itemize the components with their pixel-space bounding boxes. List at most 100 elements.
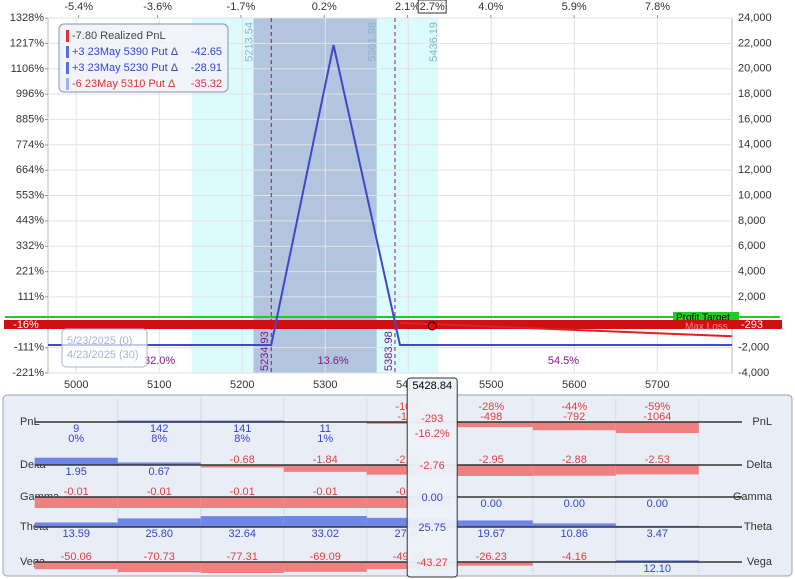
x2-tick-label: -3.6% <box>143 1 172 13</box>
greek-pct: 0% <box>68 433 84 445</box>
greek-bar <box>283 465 367 472</box>
greek-bar <box>117 497 201 508</box>
position-text[interactable]: +3 23May 5230 Put Δ <box>72 62 179 74</box>
probability-label: 54.5% <box>548 355 579 367</box>
greek-value: -2.53 <box>645 454 670 466</box>
greek-value: -792 <box>563 411 585 423</box>
x2-tick-label: 5.9% <box>562 1 587 13</box>
y-tick-label: 4,000 <box>738 265 766 277</box>
greek-pct: 8% <box>151 433 167 445</box>
max-loss-label: Max Loss <box>685 322 728 333</box>
series-legend-entry[interactable]: 5/23/2025 (0) <box>67 335 132 347</box>
y-tick-label: 14,000 <box>738 139 772 151</box>
greek-value: 25.80 <box>145 528 173 540</box>
greek-bar <box>34 497 118 508</box>
greek-value: -0.01 <box>64 486 89 498</box>
greek-value: -0.01 <box>313 486 338 498</box>
greek-value: 141 <box>233 423 251 435</box>
x-tick-label: 5300 <box>313 379 337 391</box>
y-tick-label: 24,000 <box>738 12 772 24</box>
y-tick-label: 8,000 <box>738 215 766 227</box>
position-text[interactable]: -6 23May 5310 Put Δ <box>72 78 176 90</box>
greek-value: 9 <box>73 423 79 435</box>
y2-tick-label: 111% <box>17 291 44 303</box>
greek-bar <box>200 516 284 527</box>
greek-pct: 8% <box>234 433 250 445</box>
x2-tick-label: 0.2% <box>312 1 337 13</box>
current-price-marker <box>427 321 437 331</box>
y-tick-label: 6,000 <box>738 240 766 252</box>
y2-tick-label: 332% <box>16 240 44 252</box>
current-column <box>406 377 458 578</box>
greek-bar <box>615 422 699 433</box>
greek-value: -1.84 <box>313 454 338 466</box>
y2-tick-label: 996% <box>16 88 44 100</box>
payoff-line <box>399 321 733 338</box>
current-pnl-pct: -16% <box>13 319 39 331</box>
row-label: Theta <box>744 521 773 533</box>
greek-bar <box>283 516 367 527</box>
greek-value: 0.00 <box>564 498 585 510</box>
breakeven-label: 5234.93 <box>259 331 271 371</box>
position-bar <box>66 62 69 74</box>
current-move-box <box>417 0 447 14</box>
y-tick-label: 10,000 <box>738 189 772 201</box>
y2-tick-label: -221% <box>12 367 44 379</box>
payoff-chart: 50005100520053005400550056005700-4,000-2… <box>4 0 782 391</box>
greek-bar <box>200 465 284 468</box>
y2-tick-label: 553% <box>16 190 44 202</box>
greek-value: 32.64 <box>228 528 256 540</box>
greek-bar <box>532 523 616 527</box>
greek-bar <box>532 422 616 431</box>
greek-value: 3.47 <box>647 528 668 540</box>
greek-bar <box>117 462 201 465</box>
greek-value: -1064 <box>643 411 671 423</box>
greek-bar <box>615 465 699 475</box>
x2-tick-label: -1.7% <box>227 1 256 13</box>
series-legend <box>61 328 148 368</box>
series-legend-entry[interactable]: 4/23/2025 (30) <box>67 349 139 361</box>
position-bar <box>66 30 69 42</box>
position-bar <box>66 78 69 90</box>
greek-bar <box>200 562 284 573</box>
x-tick-label: 5600 <box>562 379 586 391</box>
y2-tick-label: -111% <box>14 342 44 354</box>
greek-value: 0.67 <box>149 466 170 478</box>
y-tick-label: -2,000 <box>738 342 769 354</box>
greek-value: 10.86 <box>561 528 589 540</box>
current-greek: -2.76 <box>420 460 445 472</box>
position-text[interactable]: +3 23May 5390 Put Δ <box>72 46 179 58</box>
greek-value: 12.10 <box>644 563 672 575</box>
greek-pct: -28% <box>478 401 504 413</box>
y-tick-label: 2,000 <box>738 291 766 303</box>
greek-value: -2.95 <box>479 454 504 466</box>
row-label: Delta <box>746 459 773 471</box>
level-label: 5213.54 <box>243 22 255 62</box>
payoff-line <box>48 44 732 346</box>
greek-value: 1.95 <box>66 466 87 478</box>
greek-bar <box>34 522 118 527</box>
greek-value: 0.00 <box>647 498 668 510</box>
current-pnl-value: -293 <box>741 319 763 331</box>
position-bar <box>66 46 69 58</box>
position-delta: -28.91 <box>191 62 222 74</box>
row-label: Vega <box>747 556 773 568</box>
y-tick-label: 12,000 <box>738 164 772 176</box>
greek-bar <box>532 465 616 476</box>
current-greek: 0.00 <box>421 492 442 504</box>
greeks-panel: PnLPnL90%1428%1418%111%-180-10%-498-28%-… <box>2 377 793 578</box>
greek-value: -0.01 <box>147 486 172 498</box>
greek-bar <box>34 562 118 570</box>
profit-target-tag <box>673 311 739 323</box>
greek-bar <box>117 518 201 527</box>
current-greek: -43.27 <box>417 557 448 569</box>
greek-value: -0.01 <box>230 486 255 498</box>
greek-pct: 1% <box>317 433 333 445</box>
y-tick-label: -4,000 <box>738 367 769 379</box>
greek-bar <box>200 497 284 508</box>
position-text[interactable]: -7.80 Realized PnL <box>72 30 166 42</box>
greek-bar <box>283 562 367 572</box>
greek-value: -0.68 <box>230 454 255 466</box>
current-price: 5428.84 <box>412 380 452 392</box>
